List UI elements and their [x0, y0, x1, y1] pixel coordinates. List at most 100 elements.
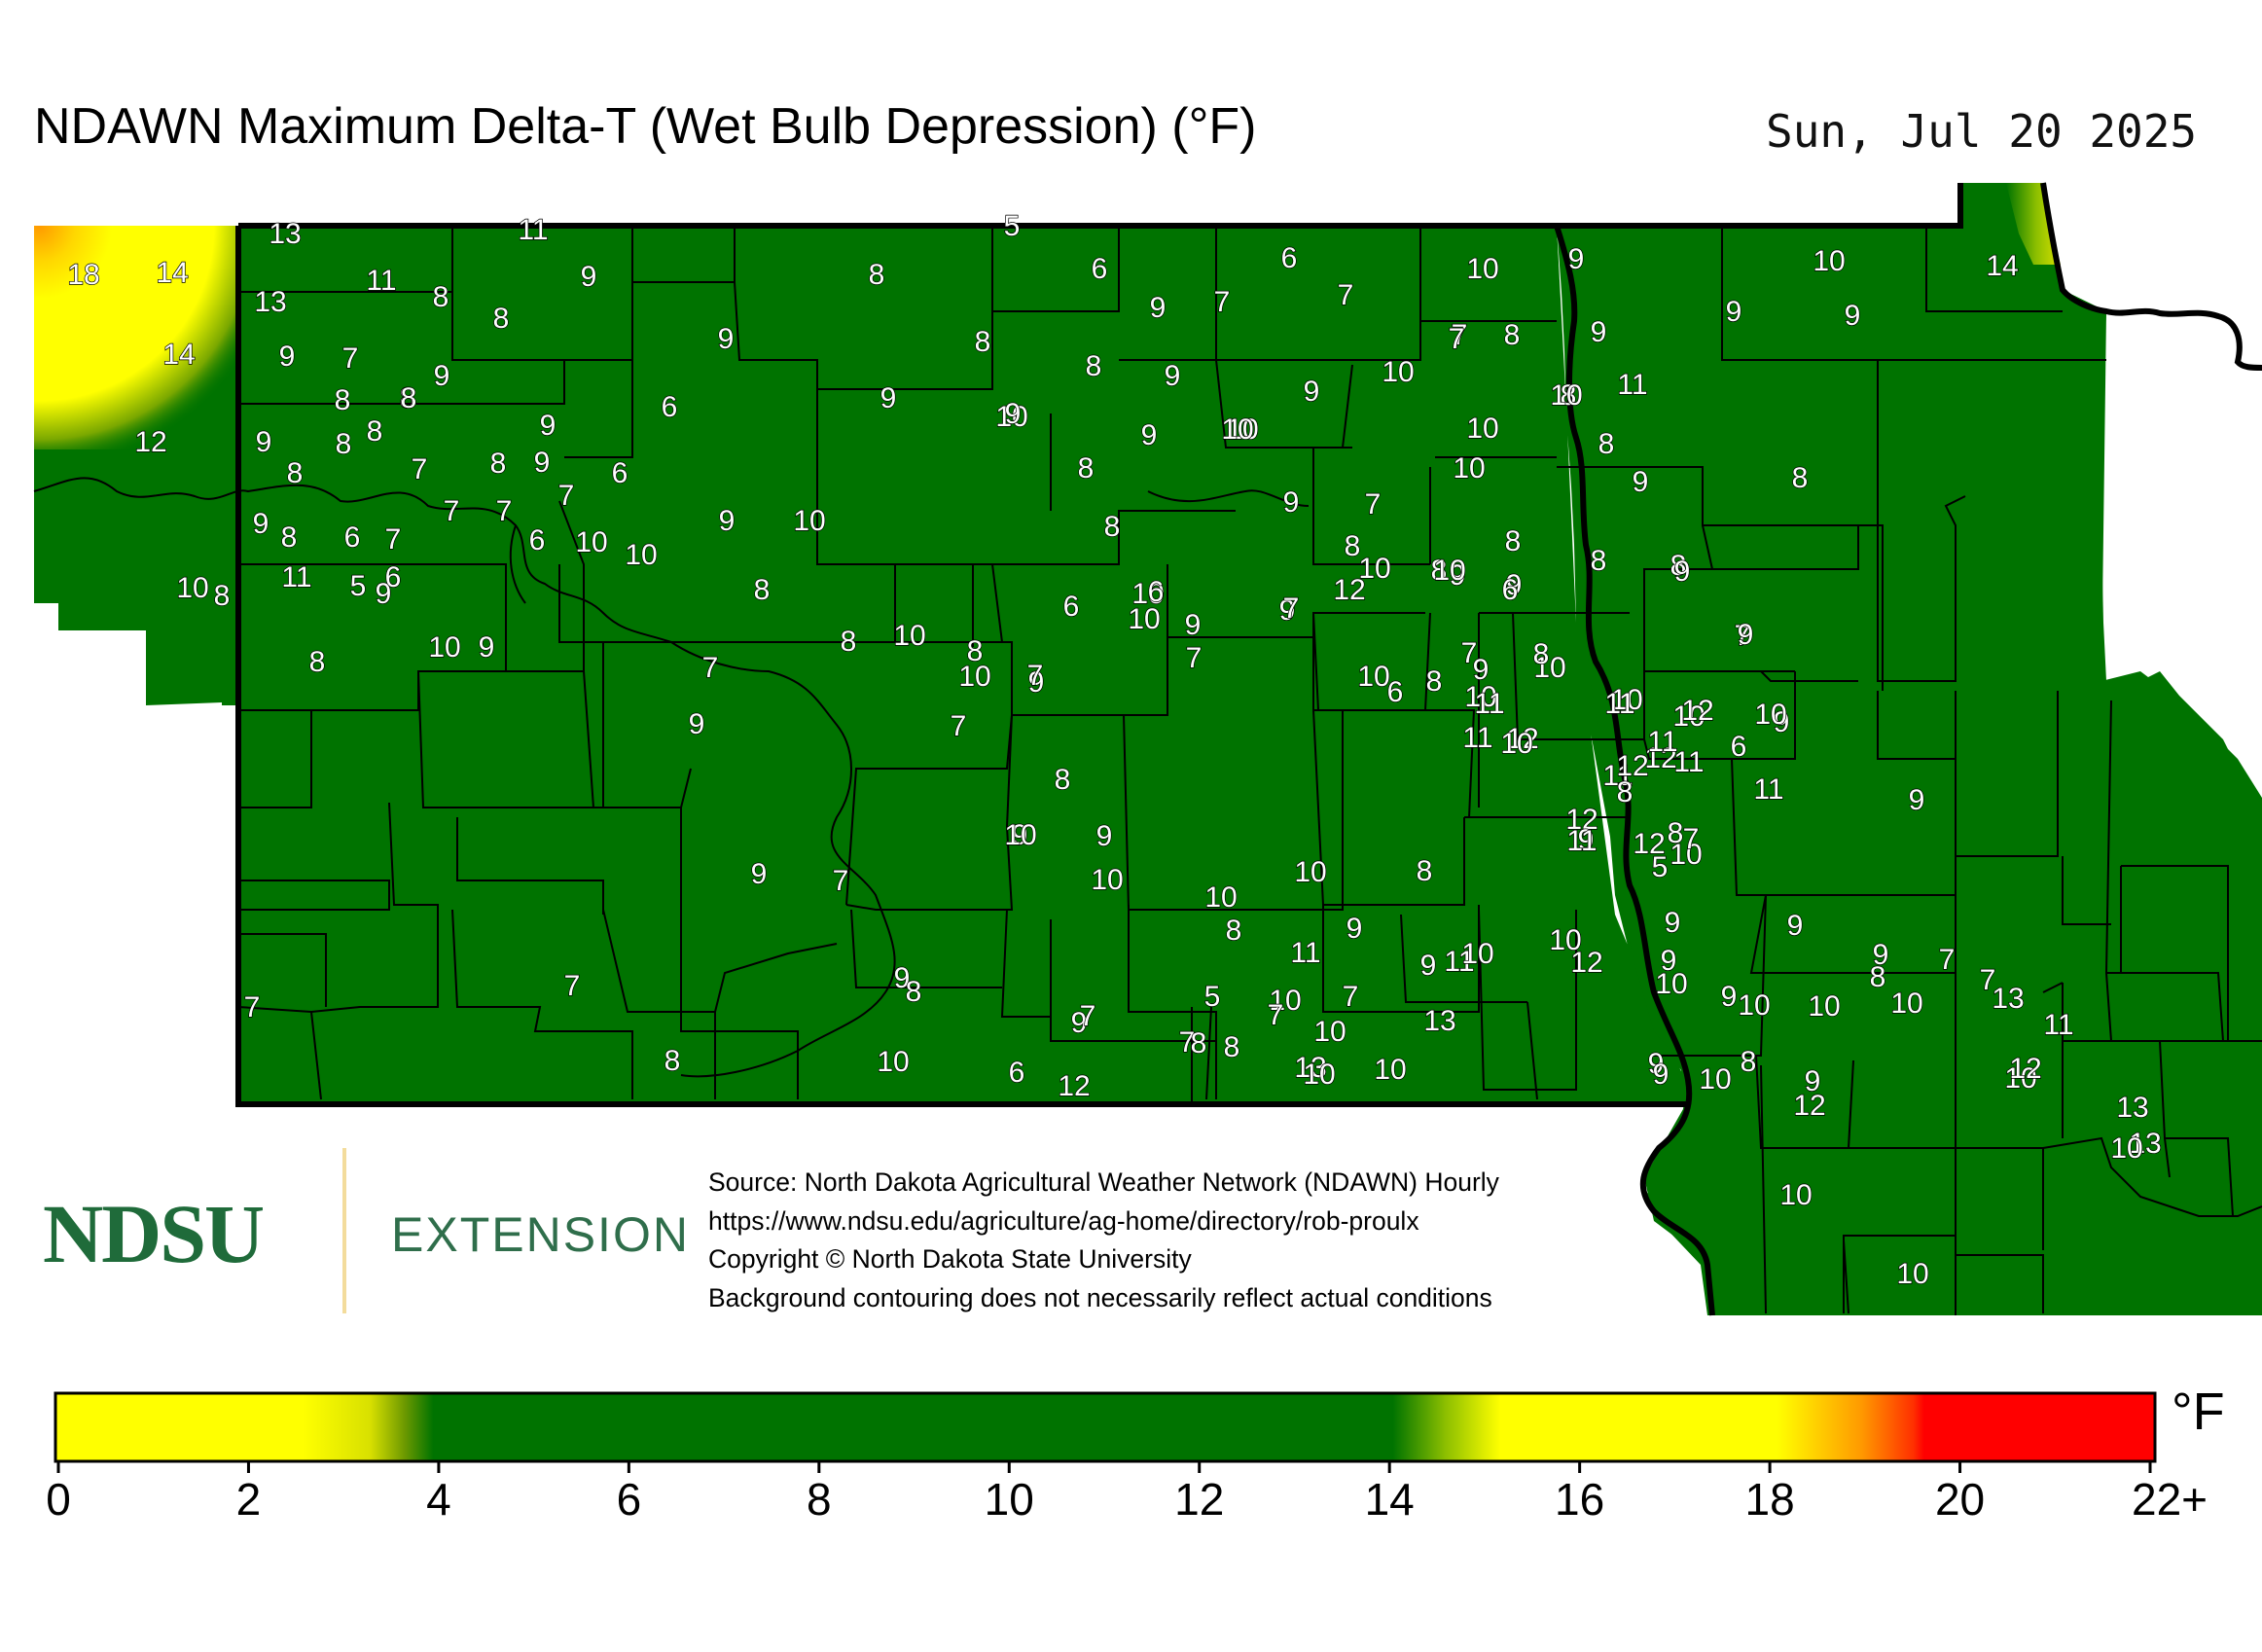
station-value: 9 — [479, 631, 495, 664]
station-value: 12 — [1644, 742, 1676, 774]
map-fill — [34, 183, 2262, 1315]
station-value: 12 — [1616, 750, 1648, 782]
station-value: 8 — [1670, 550, 1687, 582]
station-value: 13 — [269, 218, 301, 250]
station-value: 12 — [1681, 695, 1713, 727]
county-boundaries — [237, 226, 2262, 1315]
station-value: 11 — [518, 214, 548, 246]
station-value: 6 — [612, 457, 628, 489]
station-value: 7 — [833, 865, 849, 897]
station-value: 8 — [1431, 555, 1448, 587]
station-value: 7 — [1452, 319, 1468, 351]
station-value: 9 — [1578, 824, 1595, 856]
station-value: 11 — [1474, 688, 1504, 720]
station-value: 11 — [1753, 773, 1783, 806]
station-value: 9 — [1420, 950, 1437, 982]
station-value: 8 — [1504, 319, 1521, 351]
station-value: 18 — [67, 259, 99, 291]
station-value: 7 — [1080, 1000, 1096, 1032]
station-value: 8 — [1598, 428, 1615, 460]
station-value: 8 — [1224, 1031, 1240, 1063]
station-value: 9 — [1141, 419, 1158, 451]
station-value: 9 — [1506, 569, 1523, 601]
station-value: 9 — [253, 508, 269, 540]
logo-divider — [342, 1148, 346, 1313]
station-value: 9 — [1279, 594, 1296, 627]
station-value: 13 — [1294, 1052, 1326, 1084]
station-value: 6 — [529, 524, 546, 557]
station-value: 7 — [444, 495, 460, 527]
station-value: 11 — [1566, 825, 1597, 857]
station-value: 6 — [1092, 253, 1108, 285]
station-value: 10 — [2004, 1062, 2036, 1095]
station-value: 10 — [1549, 924, 1581, 956]
legend-tick-label: 4 — [426, 1474, 451, 1525]
station-value: 9 — [1568, 243, 1585, 275]
station-value: 8 — [281, 521, 298, 554]
station-value: 11 — [1617, 369, 1647, 401]
station-value: 8 — [1591, 545, 1607, 577]
station-value: 9 — [1185, 609, 1202, 641]
station-value: 9 — [376, 578, 392, 610]
station-value: 8 — [400, 382, 416, 414]
station-value: 8 — [1792, 462, 1809, 494]
station-value: 9 — [1028, 666, 1045, 699]
station-value: 9 — [1346, 913, 1363, 945]
legend-tick-label: 6 — [616, 1474, 642, 1525]
station-value: 10 — [1358, 553, 1390, 585]
station-value: 9 — [880, 382, 897, 414]
station-value: 10 — [1313, 1016, 1346, 1048]
station-value: 10 — [1672, 700, 1705, 733]
station-value: 13 — [1423, 1005, 1455, 1037]
station-value: 8 — [906, 976, 922, 1008]
station-value: 5 — [350, 570, 367, 602]
station-value: 10 — [1294, 856, 1326, 888]
station-value: 7 — [1179, 1026, 1196, 1059]
station-value: 11 — [1602, 760, 1633, 792]
disclaimer-line: Background contouring does not necessari… — [708, 1282, 1492, 1312]
station-value: 8 — [493, 303, 510, 335]
legend-tick-label: 14 — [1364, 1474, 1415, 1525]
station-value: 9 — [581, 261, 597, 293]
station-value: 14 — [162, 339, 195, 371]
station-value: 7 — [412, 453, 428, 485]
station-value: 7 — [1343, 981, 1359, 1013]
station-value: 8 — [967, 635, 984, 667]
station-value: 10 — [575, 526, 607, 558]
station-value: 7 — [558, 480, 575, 512]
station-value: 10 — [1131, 578, 1164, 610]
station-value: 11 — [2043, 1009, 2073, 1041]
station-value: 12 — [134, 426, 166, 458]
source-credits: Source: North Dakota Agricultural Weathe… — [708, 1164, 1499, 1317]
station-value: 9 — [1283, 486, 1300, 519]
station-value: 9 — [434, 360, 450, 392]
station-value: 10 — [1221, 413, 1253, 446]
map-title: NDAWN Maximum Delta-T (Wet Bulb Depressi… — [34, 98, 1257, 155]
station-value: 7 — [1449, 323, 1465, 355]
station-value: 10 — [1464, 681, 1496, 713]
station-value: 8 — [1741, 1046, 1757, 1078]
station-value: 12 — [1506, 723, 1538, 755]
station-value: 8 — [1417, 855, 1433, 887]
station-value: 8 — [1191, 1027, 1207, 1059]
source-url: https://www.ndsu.edu/agriculture/ag-home… — [708, 1205, 1419, 1236]
station-value: 8 — [1668, 817, 1684, 849]
station-value: 9 — [540, 410, 557, 442]
station-value: 8 — [1561, 379, 1577, 412]
station-value: 10 — [1303, 1059, 1335, 1091]
station-value: 14 — [156, 257, 188, 289]
station-value: 8 — [1505, 525, 1522, 557]
station-value: 10 — [995, 401, 1027, 433]
station-value: 10 — [1226, 413, 1258, 446]
logo-ndsu-text: NDSU — [43, 1187, 265, 1280]
station-value: 9 — [1648, 1048, 1665, 1080]
station-value: 7 — [1283, 593, 1300, 625]
station-value: 9 — [1805, 1065, 1821, 1097]
station-value: 10 — [1699, 1063, 1731, 1095]
legend-tick-label: 18 — [1744, 1474, 1795, 1525]
station-value: 8 — [1870, 961, 1886, 993]
station-value: 9 — [1674, 556, 1691, 588]
station-value: 12 — [1793, 1090, 1825, 1122]
station-value: 7 — [342, 342, 359, 375]
